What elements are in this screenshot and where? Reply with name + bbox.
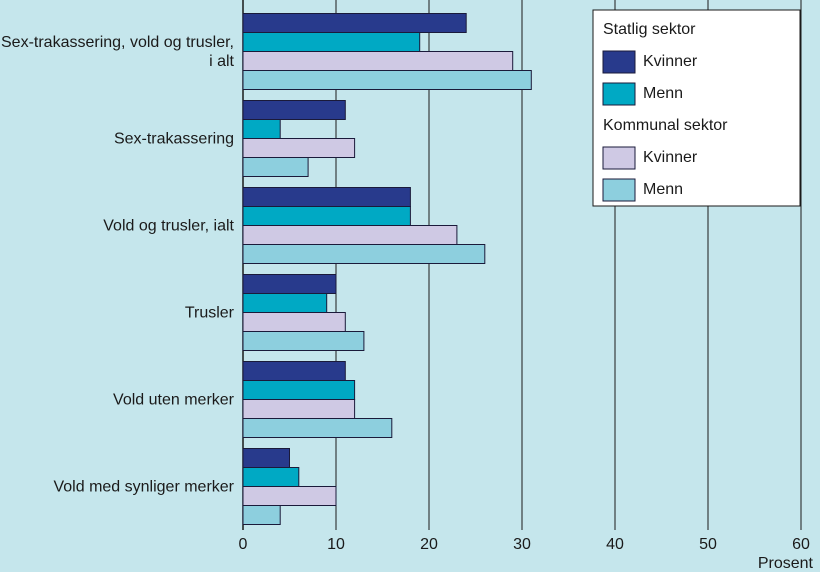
bar xyxy=(242,293,328,313)
bar xyxy=(242,361,346,381)
y-tick-label: Sex-trakassering xyxy=(113,130,234,147)
x-tick-label: 30 xyxy=(513,536,531,553)
bar xyxy=(242,32,421,52)
legend-box xyxy=(592,9,801,207)
bar xyxy=(242,418,393,438)
bar xyxy=(242,13,467,33)
bar xyxy=(242,244,486,264)
bar xyxy=(242,206,411,226)
legend-swatch xyxy=(602,146,636,170)
y-tick-label: Vold og trusler, ialt xyxy=(103,217,234,234)
legend-label: Kvinner xyxy=(643,149,698,166)
bar xyxy=(242,225,458,245)
x-tick-label: 20 xyxy=(420,536,438,553)
legend-label: Menn xyxy=(643,85,683,102)
bar xyxy=(242,187,411,207)
legend-group-title: Statlig sektor xyxy=(603,21,696,38)
bar xyxy=(242,467,300,487)
bar xyxy=(242,119,281,139)
x-tick-label: 10 xyxy=(327,536,345,553)
legend-swatch xyxy=(602,50,636,74)
bar xyxy=(242,486,337,506)
bar xyxy=(242,448,290,468)
bar xyxy=(242,399,356,419)
bar xyxy=(242,51,514,71)
bar xyxy=(242,100,346,120)
y-tick-label: Vold uten merker xyxy=(113,391,234,408)
x-tick-label: 50 xyxy=(699,536,717,553)
legend-group-title: Kommunal sektor xyxy=(603,117,728,134)
y-tick-label: Sex-trakassering, vold og trusler, i alt xyxy=(1,33,234,70)
legend-label: Kvinner xyxy=(643,53,698,70)
bar xyxy=(242,70,532,90)
y-tick-label: Trusler xyxy=(184,304,234,321)
bar xyxy=(242,312,346,332)
bar xyxy=(242,331,365,351)
y-tick-label: Vold med synliger merker xyxy=(53,478,234,495)
legend-swatch xyxy=(602,82,636,106)
legend-label: Menn xyxy=(643,181,683,198)
legend-swatch xyxy=(602,178,636,202)
bar xyxy=(242,380,356,400)
bar xyxy=(242,138,356,158)
bar xyxy=(242,157,309,177)
x-tick-label: 40 xyxy=(606,536,624,553)
bar xyxy=(242,505,281,525)
x-axis-label: Prosent xyxy=(758,555,814,572)
x-tick-label: 60 xyxy=(792,536,810,553)
bar xyxy=(242,274,337,294)
x-tick-label: 0 xyxy=(239,536,248,553)
